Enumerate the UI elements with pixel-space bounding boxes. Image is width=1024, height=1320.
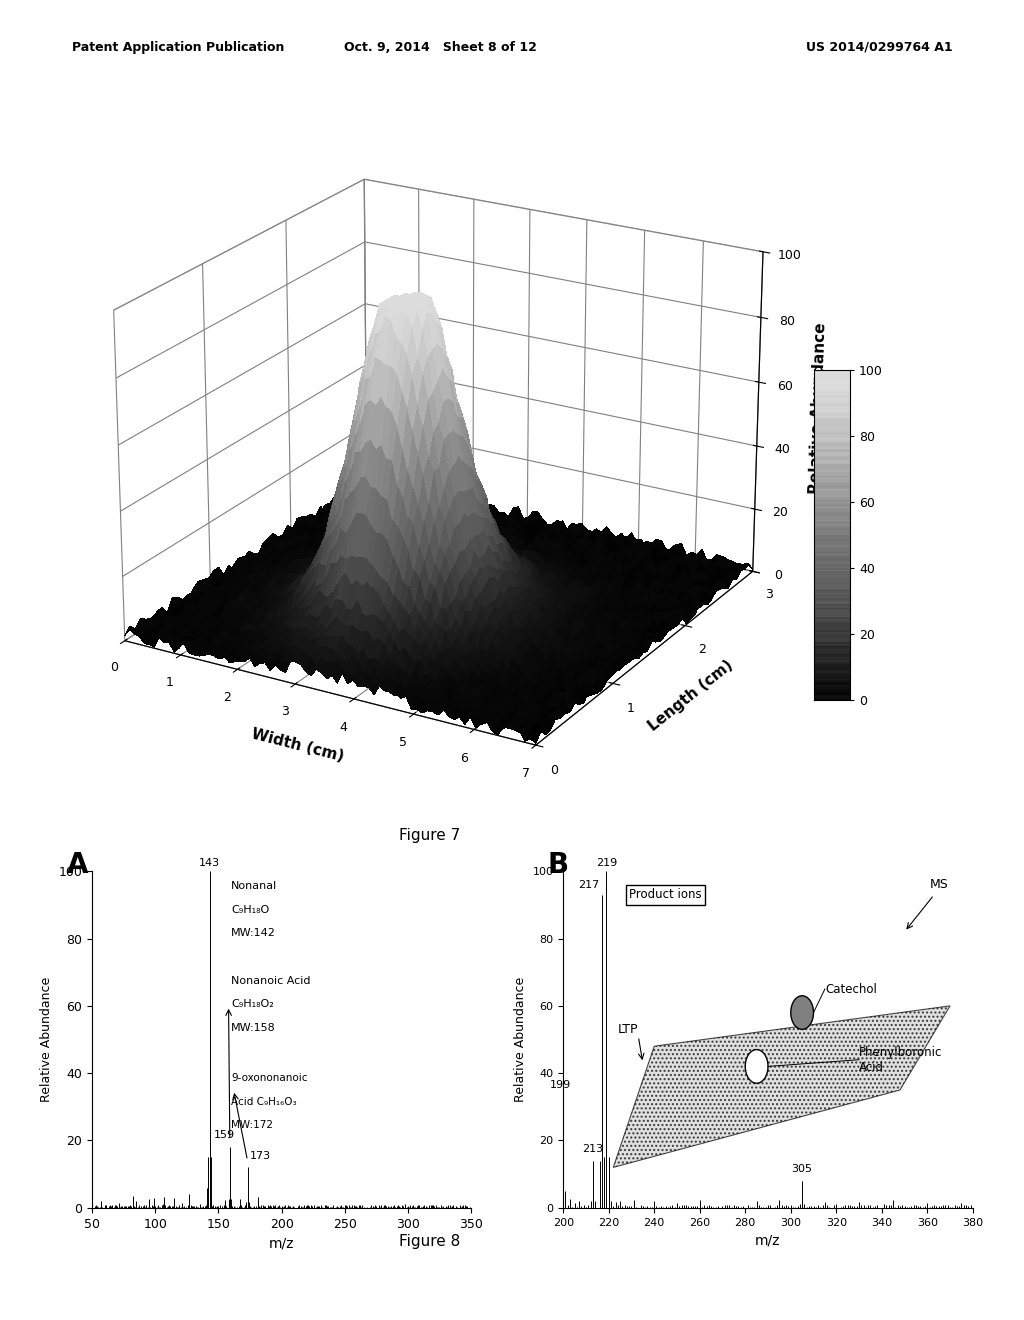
X-axis label: Width (cm): Width (cm) bbox=[250, 727, 346, 764]
Circle shape bbox=[745, 1049, 768, 1084]
Text: MW:172: MW:172 bbox=[231, 1121, 273, 1130]
Text: MW:158: MW:158 bbox=[231, 1023, 275, 1032]
Text: MS: MS bbox=[930, 878, 948, 891]
Text: 143: 143 bbox=[199, 858, 220, 867]
Text: Acid C₉H₁₆O₃: Acid C₉H₁₆O₃ bbox=[231, 1097, 297, 1106]
Text: Patent Application Publication: Patent Application Publication bbox=[72, 41, 284, 54]
Text: Figure 7: Figure 7 bbox=[399, 828, 461, 842]
Text: 217: 217 bbox=[579, 879, 600, 890]
X-axis label: m/z: m/z bbox=[756, 1233, 780, 1247]
Text: 199: 199 bbox=[550, 1080, 571, 1090]
Circle shape bbox=[791, 995, 813, 1030]
Text: 159: 159 bbox=[214, 1130, 236, 1140]
Text: 173: 173 bbox=[250, 1151, 271, 1160]
Y-axis label: Relative Abundance: Relative Abundance bbox=[514, 977, 527, 1102]
Y-axis label: Relative Abundance: Relative Abundance bbox=[40, 977, 53, 1102]
Text: Nonanal: Nonanal bbox=[231, 882, 278, 891]
Text: 213: 213 bbox=[583, 1144, 603, 1154]
Text: Phenylboronic
Acid: Phenylboronic Acid bbox=[859, 1045, 942, 1073]
Text: C₉H₁₈O: C₉H₁₈O bbox=[231, 906, 269, 915]
Text: Catechol: Catechol bbox=[825, 982, 877, 995]
Text: MW:142: MW:142 bbox=[231, 928, 275, 939]
Text: 219: 219 bbox=[596, 858, 617, 867]
Y-axis label: Length (cm): Length (cm) bbox=[645, 657, 736, 734]
Text: LTP: LTP bbox=[617, 1023, 638, 1036]
Polygon shape bbox=[613, 1006, 950, 1167]
Text: A: A bbox=[67, 851, 88, 879]
Text: Figure 8: Figure 8 bbox=[399, 1234, 461, 1249]
Text: Product ions: Product ions bbox=[630, 888, 701, 902]
Text: Nonanoic Acid: Nonanoic Acid bbox=[231, 975, 310, 986]
Text: 9-oxononanoic: 9-oxononanoic bbox=[231, 1073, 307, 1084]
Text: B: B bbox=[548, 851, 569, 879]
Text: Oct. 9, 2014   Sheet 8 of 12: Oct. 9, 2014 Sheet 8 of 12 bbox=[344, 41, 537, 54]
Text: 305: 305 bbox=[792, 1164, 813, 1175]
Text: C₉H₁₈O₂: C₉H₁₈O₂ bbox=[231, 999, 273, 1008]
X-axis label: m/z: m/z bbox=[269, 1236, 294, 1250]
Text: US 2014/0299764 A1: US 2014/0299764 A1 bbox=[806, 41, 952, 54]
